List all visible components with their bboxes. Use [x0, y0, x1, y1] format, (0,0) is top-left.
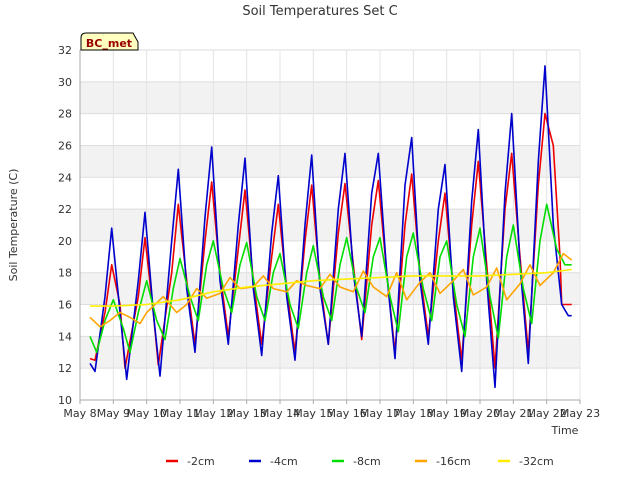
x-tick-label: May 13 [227, 407, 267, 420]
y-tick-label: 12 [58, 362, 72, 375]
x-tick-label: May 12 [193, 407, 233, 420]
x-tick-label: May 14 [260, 407, 300, 420]
legend-label: -8cm [353, 455, 381, 468]
x-tick-label: May 18 [393, 407, 433, 420]
x-tick-label: May 23 [560, 407, 600, 420]
y-tick-label: 24 [58, 171, 72, 184]
x-tick-label: May 22 [527, 407, 567, 420]
x-tick-label: May 11 [160, 407, 200, 420]
y-tick-label: 30 [58, 76, 72, 89]
series-lines [89, 65, 573, 389]
legend-label: -4cm [270, 455, 298, 468]
plot-background [80, 50, 580, 400]
y-tick-label: 14 [58, 330, 72, 343]
y-tick-label: 26 [58, 139, 72, 152]
x-axis-label: Time [551, 424, 579, 437]
y-tick-labels: 10 12 14 16 18 20 22 24 26 28 30 32 [58, 44, 72, 407]
grid-band [80, 145, 580, 178]
y-tick-label: 20 [58, 235, 72, 248]
legend-label: -16cm [436, 455, 471, 468]
x-tick-label: May 15 [293, 407, 333, 420]
x-tick-label: May 16 [327, 407, 367, 420]
chart-title: Soil Temperatures Set C [242, 4, 397, 19]
x-tick-label: May 10 [127, 407, 167, 420]
grid-band [80, 272, 580, 305]
x-tick-label: May 21 [493, 407, 533, 420]
legend-label: -32cm [519, 455, 554, 468]
series-line-minus-2cm [89, 112, 572, 370]
series-line-minus-32cm [90, 268, 572, 307]
y-tick-label: 22 [58, 203, 72, 216]
grid-band [80, 209, 580, 241]
legend: -2cm -4cm -8cm -16cm -32cm [166, 455, 554, 468]
y-axis-label: Soil Temperature (C) [7, 169, 20, 282]
x-tick-label: May 8 [63, 407, 96, 420]
y-tick-label: 28 [58, 108, 72, 121]
x-tick-label: May 9 [97, 407, 130, 420]
x-tick-label: May 20 [460, 407, 500, 420]
y-tick-label: 32 [58, 44, 72, 57]
x-tick-label: May 17 [360, 407, 400, 420]
series-line-minus-4cm [89, 65, 572, 389]
axes [79, 50, 580, 401]
x-tick-label: May 19 [427, 407, 467, 420]
grid-band [80, 81, 580, 114]
legend-label: -2cm [187, 455, 215, 468]
y-tick-label: 18 [58, 267, 72, 280]
y-tick-label: 10 [58, 394, 72, 407]
site-badge-label: BC_met [86, 37, 132, 50]
grid-band [80, 336, 580, 369]
site-badge: BC_met [80, 32, 139, 51]
y-tick-label: 16 [58, 299, 72, 312]
